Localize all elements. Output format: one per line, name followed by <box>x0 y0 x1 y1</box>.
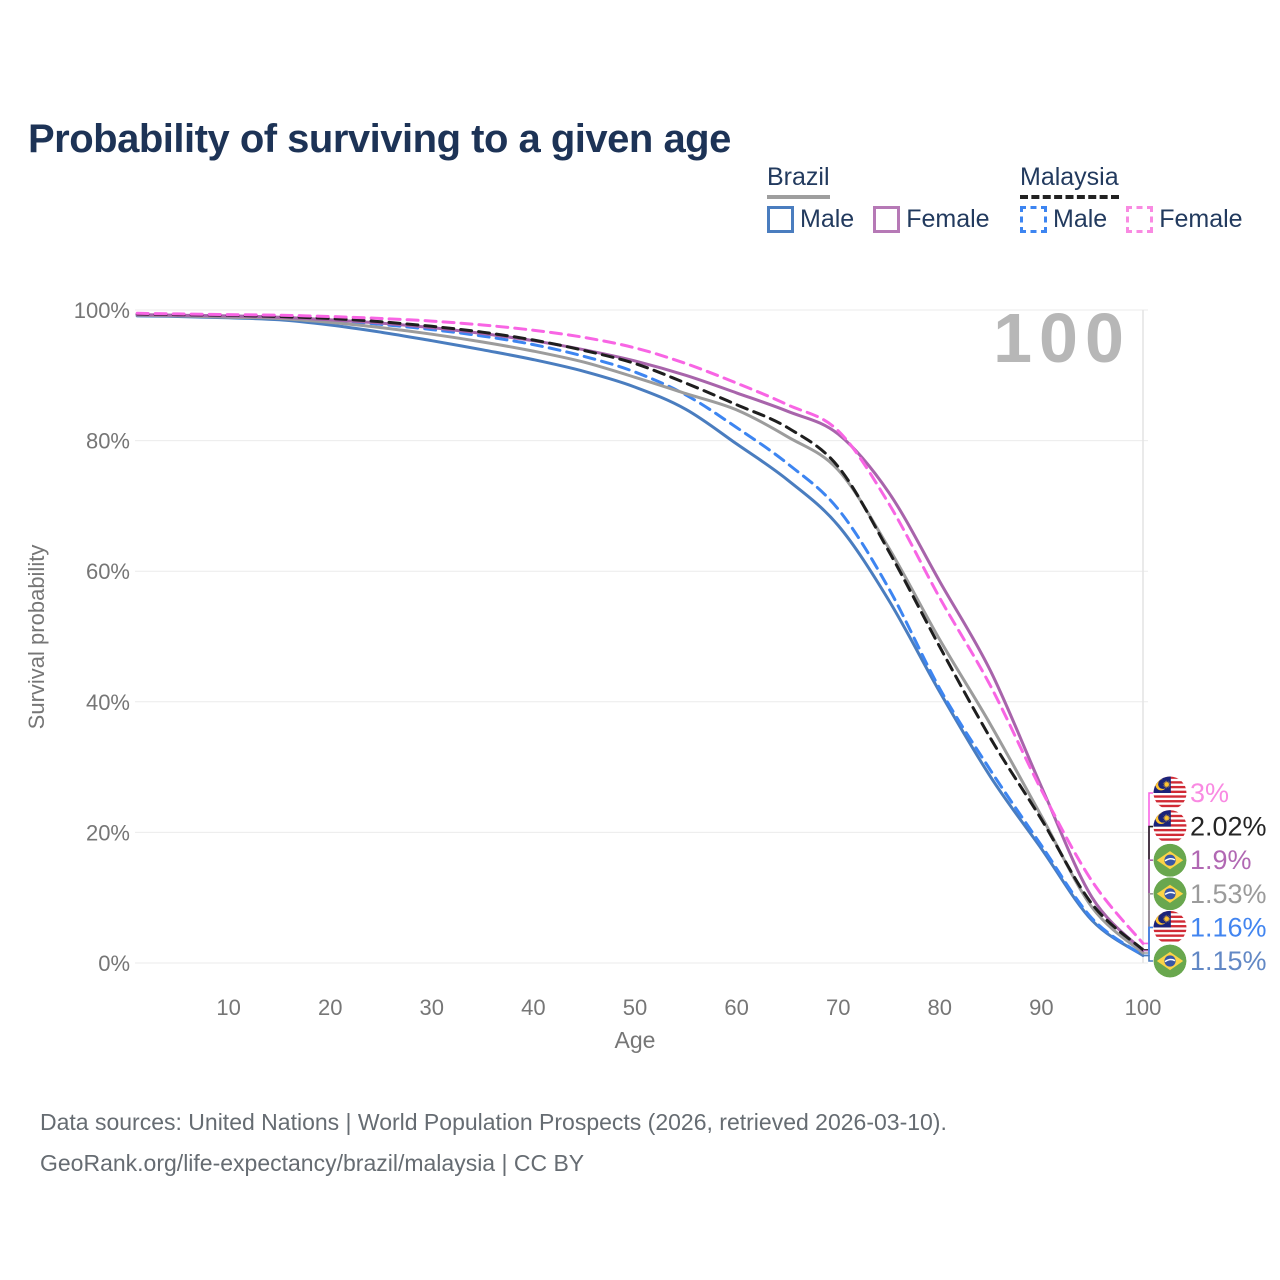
data-sources-line: Data sources: United Nations | World Pop… <box>40 1109 947 1135</box>
legend-group-brazil: Brazil Male Female <box>767 163 1009 234</box>
leader-line-malaysia-all <box>1143 825 1153 951</box>
end-label-malaysia-male: 1.16% <box>1143 910 1267 957</box>
legend-swatch-brazil-female[interactable] <box>873 206 901 233</box>
end-label-value-malaysia-female: 3% <box>1190 778 1229 808</box>
x-axis-tick-80: 80 <box>928 995 952 1020</box>
leader-line-brazil-all <box>1143 893 1153 954</box>
leader-line-malaysia-female <box>1143 792 1153 945</box>
x-axis-tick-10: 10 <box>216 995 240 1020</box>
end-label-value-brazil-all: 1.53% <box>1190 879 1267 909</box>
end-label-value-malaysia-all: 2.02% <box>1190 812 1267 842</box>
legend-heading-malaysia[interactable]: Malaysia <box>1020 163 1119 199</box>
x-axis-tick-20: 20 <box>318 995 342 1020</box>
page-title: Probability of surviving to a given age <box>28 116 731 161</box>
legend-label-malaysia-male[interactable]: Male <box>1053 205 1108 233</box>
curve-brazil-female[interactable] <box>135 313 1145 953</box>
curve-brazil-male[interactable] <box>135 314 1145 957</box>
brazil-flag-icon <box>1153 843 1187 877</box>
grid: 0% 20% 40% 60% 80% 100% <box>74 298 1148 976</box>
x-axis-tick-70: 70 <box>826 995 850 1020</box>
legend-swatch-brazil-male[interactable] <box>767 206 794 233</box>
x-axis-tick-50: 50 <box>623 995 647 1020</box>
end-labels: 3% 2.02%1.9% 1.53%1.16% 1.15% <box>1143 776 1267 978</box>
end-label-brazil-male: 1.15% <box>1143 944 1267 978</box>
end-label-brazil-female: 1.9% <box>1143 843 1252 952</box>
end-label-value-brazil-female: 1.9% <box>1190 845 1252 875</box>
malaysia-flag-icon <box>1153 910 1187 944</box>
end-label-value-brazil-male: 1.15% <box>1190 946 1267 976</box>
x-axis-tick-30: 30 <box>420 995 444 1020</box>
x-axis-tick-40: 40 <box>521 995 545 1020</box>
end-label-value-malaysia-male: 1.16% <box>1190 912 1267 942</box>
legend-heading-brazil[interactable]: Brazil <box>767 163 830 199</box>
malaysia-flag-icon <box>1153 776 1187 810</box>
legend-label-brazil-female[interactable]: Female <box>906 205 990 233</box>
brazil-flag-icon <box>1153 877 1187 911</box>
age-indicator-watermark: 100 <box>993 299 1131 377</box>
legend-label-brazil-male[interactable]: Male <box>800 205 855 233</box>
x-axis-tick-60: 60 <box>724 995 748 1020</box>
y-axis-tick-100%: 100% <box>74 298 130 323</box>
legend-swatch-malaysia-female[interactable] <box>1126 206 1154 233</box>
x-axis-tick-90: 90 <box>1029 995 1053 1020</box>
y-axis-tick-40%: 40% <box>86 690 130 715</box>
attribution-line: GeoRank.org/life-expectancy/brazil/malay… <box>40 1150 585 1176</box>
malaysia-flag-icon <box>1153 810 1187 844</box>
leader-line-brazil-female <box>1143 859 1153 952</box>
legend-swatch-malaysia-male[interactable] <box>1020 206 1047 233</box>
curve-brazil-all[interactable] <box>135 313 1145 955</box>
y-axis-tick-20%: 20% <box>86 820 130 845</box>
footer: Data sources: United Nations | World Pop… <box>40 1102 947 1184</box>
end-label-brazil-all: 1.53% <box>1143 877 1267 954</box>
curve-malaysia-male[interactable] <box>135 313 1145 957</box>
brazil-flag-icon <box>1153 944 1187 978</box>
y-axis-tick-0%: 0% <box>98 951 130 976</box>
end-label-malaysia-female: 3% <box>1143 776 1229 945</box>
curve-malaysia-all[interactable] <box>135 312 1145 952</box>
x-axis-label: Age <box>615 1027 656 1053</box>
y-axis-tick-80%: 80% <box>86 429 130 454</box>
y-axis-tick-60%: 60% <box>86 559 130 584</box>
y-axis-label: Survival probability <box>24 545 49 730</box>
leader-line-brazil-male <box>1143 954 1153 962</box>
x-axis-tick-100: 100 <box>1125 995 1162 1020</box>
legend-label-malaysia-female[interactable]: Female <box>1159 205 1243 233</box>
curves <box>135 311 1145 957</box>
legend-group-malaysia: Malaysia Male Female <box>1020 163 1262 234</box>
curve-malaysia-female[interactable] <box>135 311 1145 945</box>
